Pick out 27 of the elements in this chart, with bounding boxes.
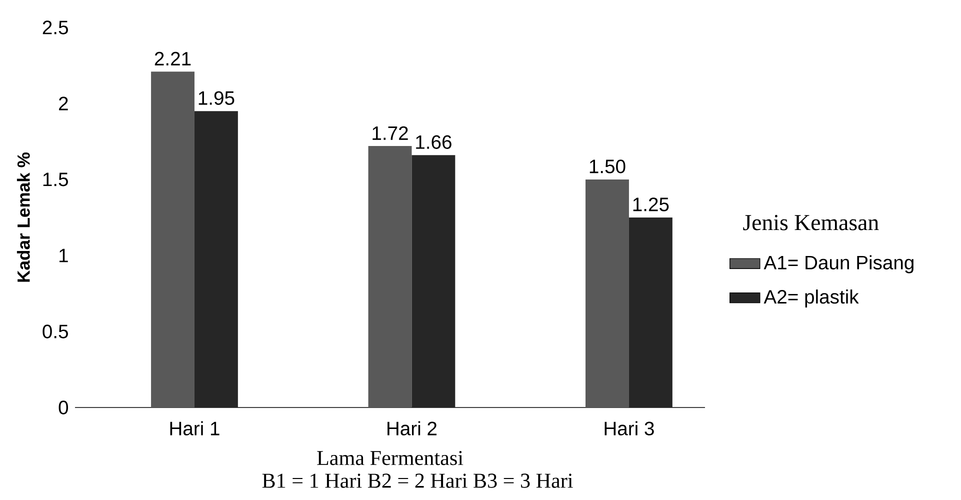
data-label: 1.72 [372,126,408,140]
y-tick-label: 2.5 [42,20,68,34]
data-label: 2.21 [154,52,191,66]
bar [412,155,456,408]
legend-title: Jenis Kemasan [743,214,879,230]
y-tick-label: 1 [60,248,68,262]
bar [151,72,194,408]
bar [586,179,629,408]
y-tick-label: 2 [59,96,68,110]
data-label: 1.66 [416,135,452,149]
y-axis-title: Kadar Lemak % [16,152,30,282]
data-label: 1.50 [590,160,626,174]
y-tick-label: 0.5 [42,324,68,338]
y-tick-label: 1.5 [43,172,68,186]
bar [628,217,672,408]
legend-label: A2= plastik [764,289,859,308]
y-tick-label: 0 [58,400,68,414]
data-label: 1.25 [633,198,669,212]
data-label: 1.95 [198,91,234,105]
x-tick-label: Hari 1 [170,421,220,436]
x-axis-title: Lama Fermentasi [317,450,464,466]
x-tick-label: Hari 3 [604,421,654,436]
bar [368,146,412,408]
x-tick-label: Hari 2 [388,421,437,436]
legend-label: A1= Daun Pisang [764,255,914,274]
text: B1 = 1 Hari B2 = 2 Hari B3 = 3 Hari [262,474,573,488]
bar [194,111,238,408]
